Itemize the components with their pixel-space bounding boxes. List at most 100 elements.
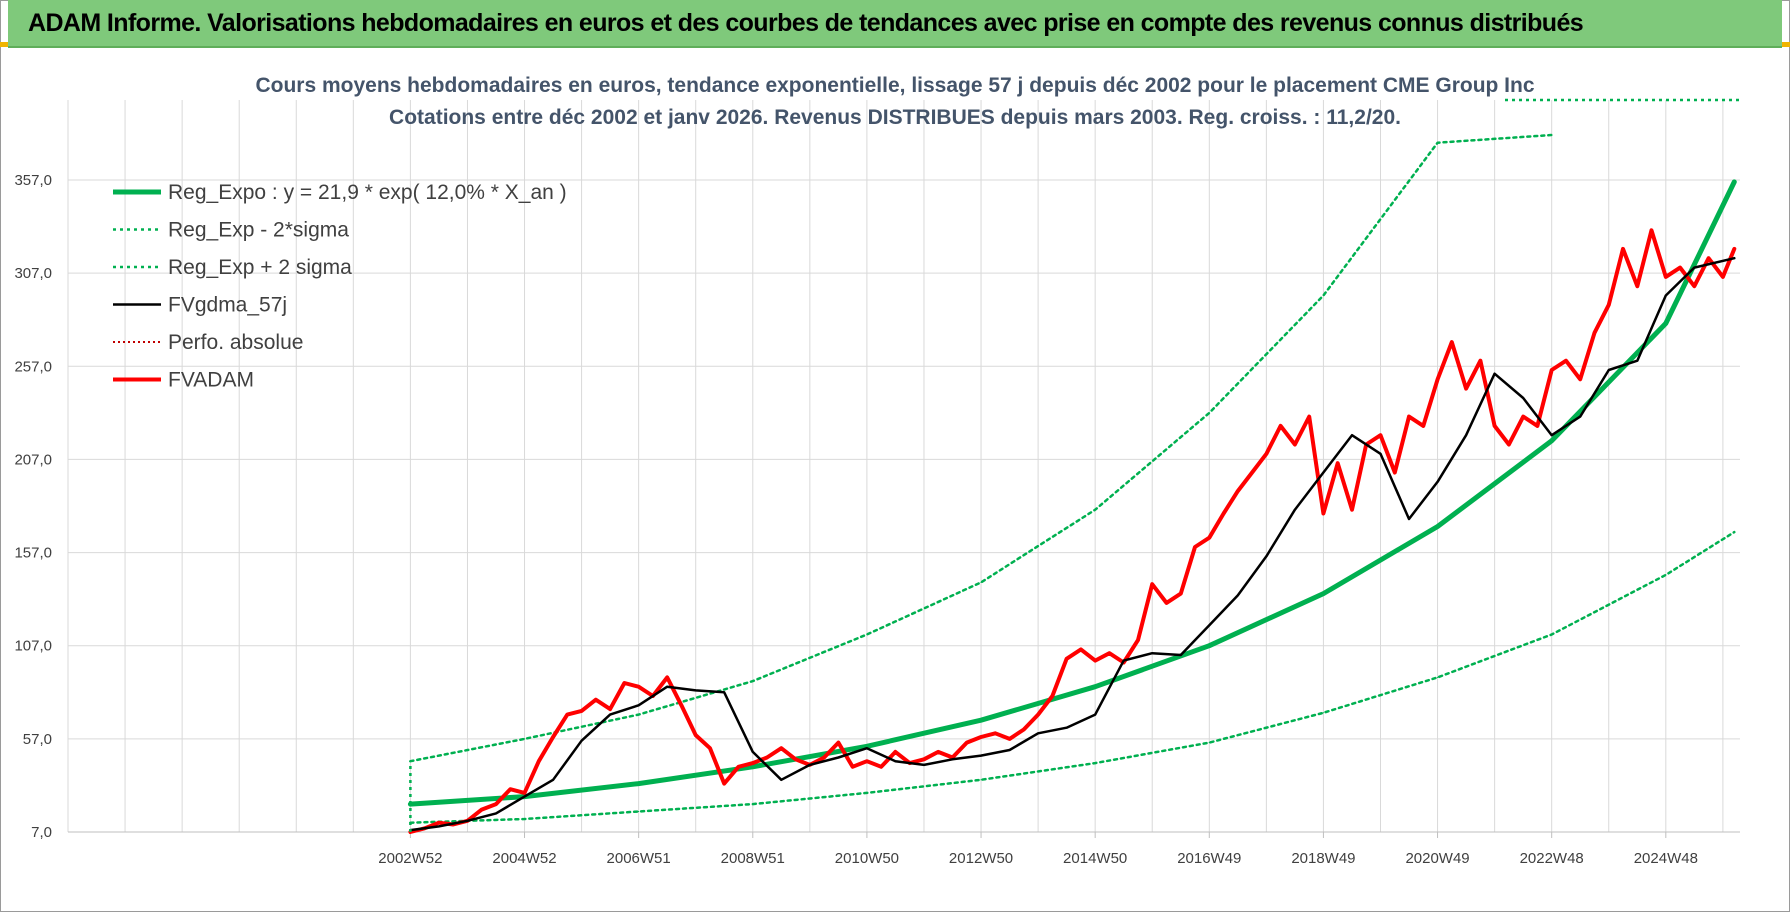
data-point-price bbox=[1593, 332, 1596, 334]
data-point-gdma bbox=[552, 779, 554, 781]
data-point-gdma bbox=[837, 756, 840, 759]
data-point-reg bbox=[1665, 322, 1667, 324]
data-point-price bbox=[1465, 388, 1467, 390]
data-point-price bbox=[1479, 360, 1481, 362]
data-point-price bbox=[566, 714, 568, 716]
data-point-price bbox=[1451, 341, 1453, 343]
data-point-gdma bbox=[1037, 732, 1039, 734]
data-point-price bbox=[1180, 593, 1182, 595]
data-point-gdma bbox=[1265, 555, 1267, 557]
data-point-gdma bbox=[809, 764, 811, 766]
data-point-lo bbox=[980, 779, 982, 781]
legend-label-reg: Reg_Expo : y = 21,9 * exp( 12,0% * X_an … bbox=[168, 181, 567, 204]
data-point-gdma bbox=[695, 689, 697, 692]
y-tick-label: 157,0 bbox=[14, 545, 52, 562]
data-point-price bbox=[438, 822, 440, 824]
data-point-gdma bbox=[723, 691, 725, 693]
data-point-price bbox=[1708, 257, 1710, 259]
series bbox=[407, 133, 1737, 834]
data-point-price bbox=[737, 766, 740, 768]
data-point-price bbox=[1251, 471, 1253, 474]
data-point-gdma bbox=[638, 704, 640, 706]
data-point-reg bbox=[1322, 593, 1324, 595]
data-point-gdma bbox=[752, 751, 754, 753]
data-point-gdma bbox=[1522, 397, 1524, 399]
data-point-price bbox=[1237, 490, 1239, 492]
data-point-price bbox=[595, 699, 597, 701]
data-point-price bbox=[951, 756, 954, 759]
data-point-price bbox=[1051, 695, 1053, 697]
data-point-gdma bbox=[1693, 267, 1695, 269]
data-point-price bbox=[937, 751, 939, 753]
data-point-price bbox=[1508, 443, 1510, 446]
data-point-gdma bbox=[438, 825, 440, 828]
data-point-price bbox=[1650, 229, 1653, 231]
x-tick-label: 2020W49 bbox=[1405, 850, 1469, 867]
data-point-price bbox=[1522, 416, 1524, 418]
data-point-price bbox=[695, 734, 697, 736]
data-point-price bbox=[1194, 546, 1196, 548]
x-tick-label: 2006W51 bbox=[607, 850, 671, 867]
corner-marker-top-right bbox=[1774, 42, 1790, 47]
data-point-price bbox=[1294, 443, 1296, 446]
data-point-price bbox=[880, 766, 882, 768]
data-point-price bbox=[666, 676, 668, 679]
data-point-reg bbox=[1733, 181, 1735, 183]
data-point-gdma bbox=[1208, 624, 1210, 626]
data-point-price bbox=[1733, 248, 1735, 250]
x-tick-label: 2004W52 bbox=[492, 850, 556, 867]
data-point-price bbox=[481, 809, 483, 811]
data-point-price bbox=[1265, 453, 1267, 455]
data-point-price bbox=[609, 708, 611, 710]
data-point-price bbox=[980, 736, 982, 738]
gridlines bbox=[67, 100, 1740, 833]
data-point-gdma bbox=[1237, 594, 1239, 597]
report-title: ADAM Informe. Valorisations hebdomadaire… bbox=[28, 9, 1584, 37]
data-point-price bbox=[1551, 369, 1553, 371]
chart-title-line-1: Cours moyens hebdomadaires en euros, ten… bbox=[255, 74, 1534, 97]
data-point-hi bbox=[1551, 134, 1553, 136]
data-point-reg bbox=[638, 783, 640, 785]
data-point-price bbox=[523, 792, 526, 794]
series-line-hi bbox=[409, 133, 1553, 763]
data-point-price bbox=[1608, 304, 1610, 306]
data-point-gdma bbox=[1322, 471, 1324, 474]
legend-label-gdma: FVgdma_57j bbox=[168, 294, 287, 317]
legend-label-price: FVADAM bbox=[168, 369, 254, 392]
data-point-price bbox=[1536, 425, 1538, 427]
data-point-gdma bbox=[1294, 509, 1296, 511]
data-point-gdma bbox=[1180, 654, 1182, 656]
data-point-lo bbox=[523, 818, 526, 820]
data-point-price bbox=[837, 742, 840, 744]
data-point-price bbox=[638, 686, 640, 688]
data-point-hi bbox=[752, 680, 754, 682]
data-point-gdma bbox=[980, 755, 982, 757]
data-point-price bbox=[581, 710, 583, 712]
data-point-price bbox=[1009, 738, 1011, 740]
data-point-price bbox=[780, 747, 782, 749]
data-point-gdma bbox=[1123, 660, 1125, 662]
axes: 357,0 307,0 257,0 207,0 157,0 107,0 57,0 7,0 200… bbox=[14, 172, 1740, 867]
series-line-gdma bbox=[409, 256, 1736, 832]
data-point-price bbox=[1693, 285, 1695, 287]
data-point-price bbox=[1037, 714, 1039, 716]
data-point-gdma bbox=[1351, 434, 1353, 436]
data-point-hi bbox=[866, 633, 868, 636]
data-point-price bbox=[866, 760, 868, 762]
data-point-gdma bbox=[666, 686, 668, 688]
data-point-price bbox=[1280, 425, 1282, 427]
x-tick-label: 2016W49 bbox=[1177, 850, 1241, 867]
data-point-price bbox=[1722, 276, 1724, 278]
y-tick-label: 257,0 bbox=[14, 358, 52, 375]
data-point-price bbox=[1208, 537, 1210, 539]
data-point-price bbox=[1622, 248, 1624, 250]
y-tick-label: 7,0 bbox=[31, 824, 52, 841]
data-point-gdma bbox=[523, 796, 526, 798]
data-point-hi bbox=[1208, 412, 1210, 414]
data-point-price bbox=[923, 758, 925, 760]
data-point-price bbox=[795, 758, 797, 760]
data-point-lo bbox=[1208, 742, 1210, 744]
data-point-gdma bbox=[1494, 373, 1496, 375]
data-point-gdma bbox=[1151, 652, 1153, 654]
